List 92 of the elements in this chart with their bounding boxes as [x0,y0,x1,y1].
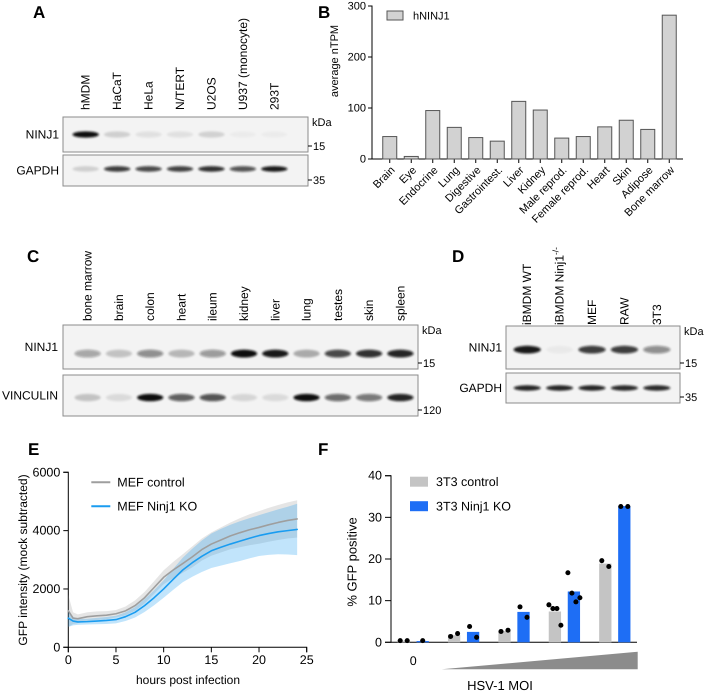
bar [568,591,580,642]
text: kDa [684,326,704,338]
bar [382,136,398,160]
y-tick-label: 10 [368,594,382,608]
x-tick-label: 5 [112,653,120,668]
category-label: RAW [617,296,632,325]
category-label: GAPDH [459,381,502,396]
y-tick-label: 200 [348,52,366,64]
bar [532,110,548,160]
y-tick-label: 0 [375,635,382,650]
legend-label: 3T3 Ninj1 KO [436,500,512,514]
category-label: ileum [206,292,220,321]
category-label: U937 (monocyte) [236,18,250,110]
y-axis-title: average nTPM [328,24,341,98]
y-tick-label: 2000 [32,582,60,596]
y-axis-title: % GFP positive [344,517,360,607]
legend-label: 3T3 control [436,475,499,490]
category-label: N/TERT [173,66,187,110]
category-label: VINCULIN [2,388,58,403]
text: D [452,247,464,266]
x-tick-label: 20 [252,653,266,668]
category-label: MEF [585,300,599,325]
x-tick-label: 25 [300,653,314,668]
category-label: colon [143,292,158,321]
category-label: 15 [685,358,698,370]
y-tick-label: 100 [348,102,366,115]
y-axis-title: GFP intensity (mock subtracted) [16,474,30,646]
bar [640,128,656,160]
category-label: brain [112,294,126,321]
x-axis-title: HSV-1 MOI [467,678,533,693]
category-label: hMDM [78,74,93,110]
category-label: 15 [313,140,326,153]
y-tick-label: 6000 [32,465,60,480]
bar [618,120,634,160]
category-label: kidney [237,286,251,321]
text: kDa [312,116,332,129]
bar [425,110,440,160]
bar [468,137,484,160]
bar [597,126,612,160]
category-label: 3T3 [650,304,664,325]
text: C [27,247,40,266]
y-tick-label: 20 [368,552,382,566]
y-tick-label: 0 [360,154,366,166]
y-tick-label: 4000 [32,524,60,538]
chart-title: E [28,440,40,459]
category-label: GAPDH [16,164,59,178]
category-label: 15 [423,358,436,370]
y-tick-label: 40 [368,468,382,483]
category-label: 293T [267,82,282,110]
text: A [33,3,46,22]
bar [618,506,630,642]
category-label: spleen [393,286,408,321]
category-label: iBMDM WT [520,263,534,325]
bar [490,140,505,160]
legend-label: hNINJ1 [413,10,450,22]
category-label: NINJ1 [24,340,58,354]
bar [404,156,419,160]
bar [517,612,530,642]
category-label: NINJ1 [468,340,502,355]
bar [548,611,562,642]
y-tick-label: 300 [348,0,366,13]
category-label: liver [268,298,282,321]
category-label: HeLa [142,80,156,110]
category-label: lung [300,298,314,321]
x-tick-label: 0 [410,654,417,668]
x-axis-title: hours post infection [136,673,240,687]
category-label: heart [174,292,188,321]
bar [446,126,462,160]
category-label: NINJ1 [26,128,59,142]
bar [662,14,677,160]
chart-title: B [318,3,330,22]
bar [599,564,612,642]
category-label: 120 [423,404,442,417]
text: kDa [422,324,442,337]
bar [576,136,591,160]
bar [554,138,570,160]
category-label: bone marrow [80,250,95,321]
legend-label: MEF control [117,476,185,490]
chart-title: F [318,440,328,459]
category-label: HaCaT [110,71,124,110]
category-label: U2OS [204,77,218,110]
category-label: testes [330,288,345,321]
category-label: 35 [313,174,326,187]
y-tick-label: 0 [53,640,60,654]
x-tick-label: 15 [204,653,218,668]
x-tick-label: 0 [64,653,72,668]
bar [511,100,526,160]
category-label: skin [362,300,376,321]
x-tick-label: 10 [156,653,171,668]
category-label: 35 [685,392,698,404]
y-tick-label: 30 [368,510,382,524]
legend-label: MEF Ninj1 KO [117,500,198,514]
